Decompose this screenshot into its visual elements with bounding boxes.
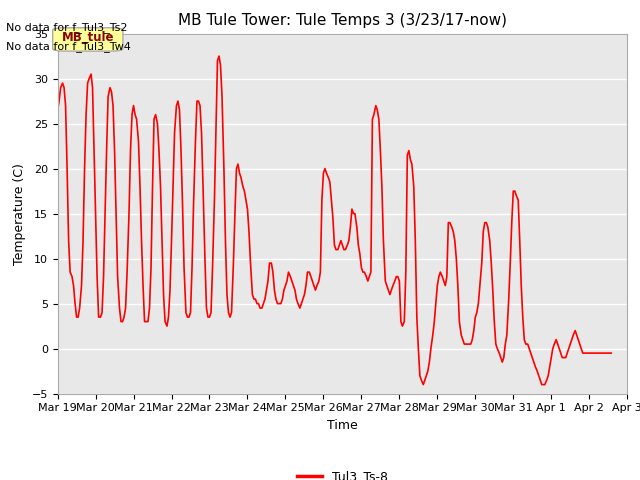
X-axis label: Time: Time — [327, 419, 358, 432]
Text: No data for f_Tul3_Ts2: No data for f_Tul3_Ts2 — [6, 22, 128, 33]
Title: MB Tule Tower: Tule Temps 3 (3/23/17-now): MB Tule Tower: Tule Temps 3 (3/23/17-now… — [178, 13, 507, 28]
Text: No data for f_Tul3_Tw4: No data for f_Tul3_Tw4 — [6, 41, 131, 52]
Legend: Tul3_Ts-8: Tul3_Ts-8 — [292, 465, 393, 480]
Y-axis label: Temperature (C): Temperature (C) — [13, 163, 26, 264]
FancyBboxPatch shape — [52, 28, 123, 51]
Text: MB_tule: MB_tule — [61, 31, 114, 44]
